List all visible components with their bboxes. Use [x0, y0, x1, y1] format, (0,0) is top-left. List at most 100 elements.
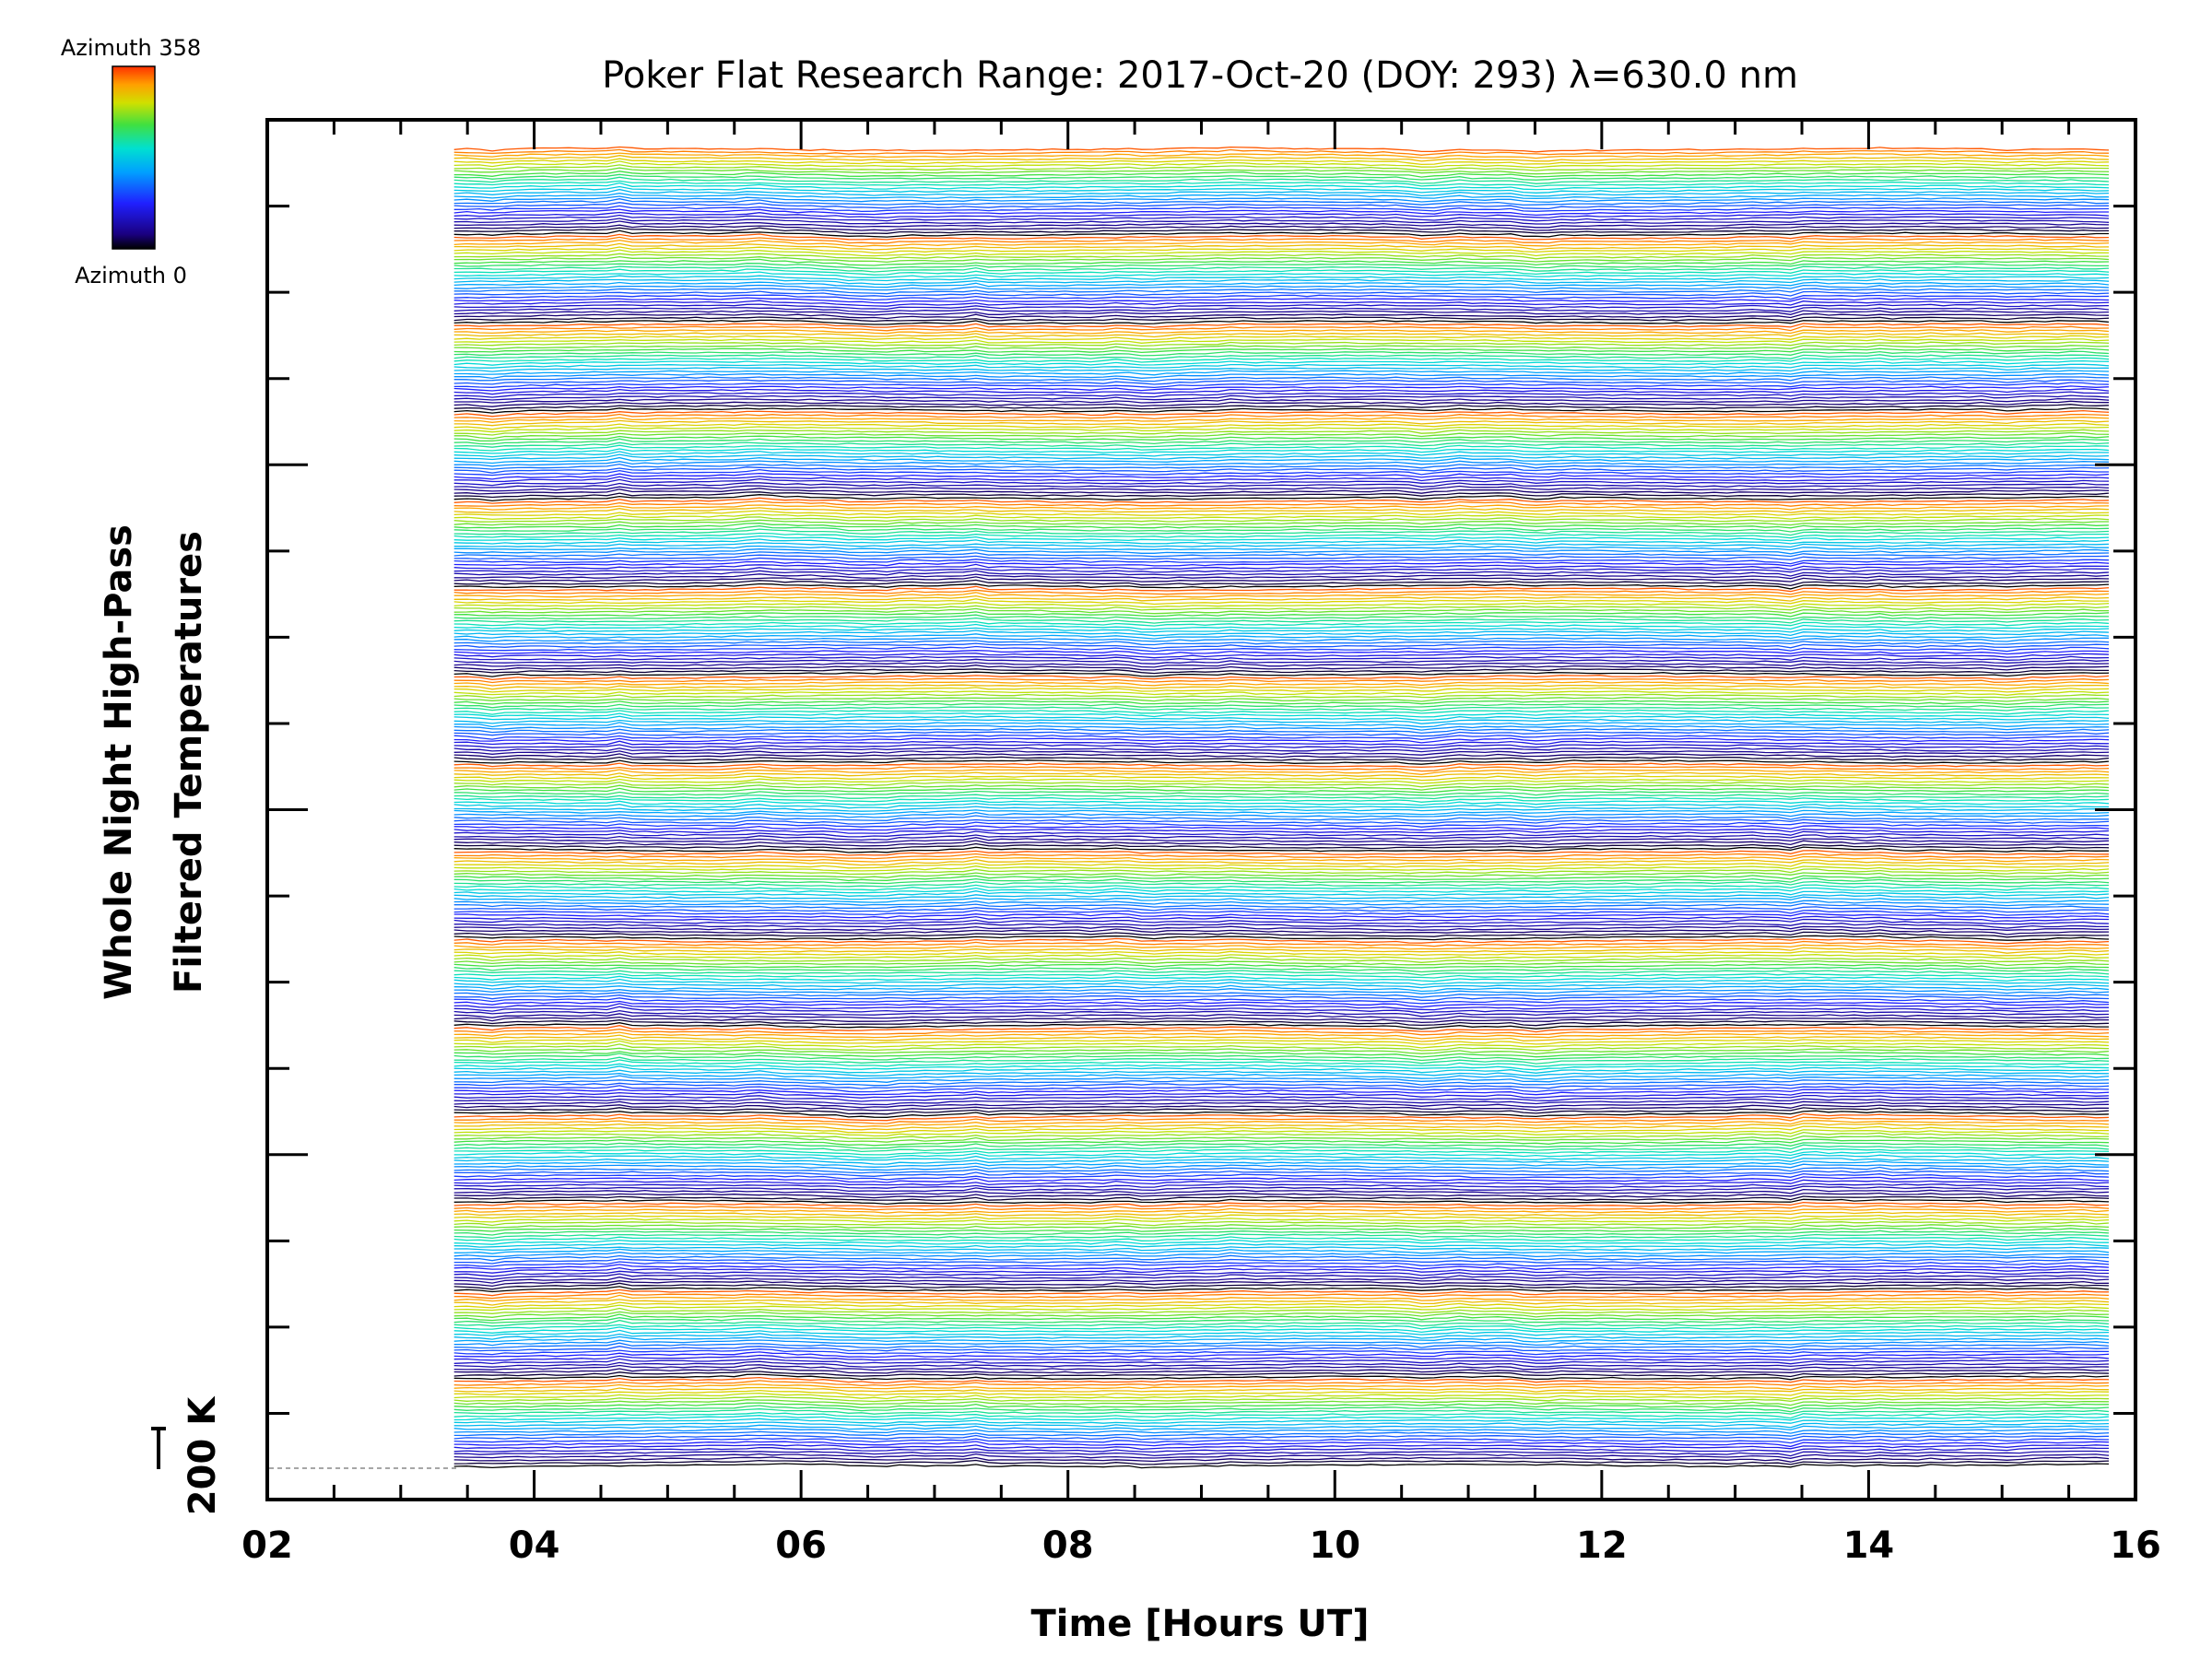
trace-line: [453, 551, 2110, 558]
trace-line: [453, 1358, 2110, 1365]
trace-line: [453, 1019, 2110, 1027]
trace-line: [453, 379, 2110, 385]
trace-line: [453, 513, 2110, 521]
trace-line: [453, 802, 2110, 809]
trace-line: [453, 997, 2110, 1005]
trace-line: [453, 972, 2110, 979]
trace-line: [453, 224, 2110, 231]
trace-line: [453, 570, 2110, 577]
trace-line: [453, 1342, 2110, 1349]
trace-line: [453, 1415, 2110, 1421]
trace-line: [453, 840, 2110, 847]
trace-line: [453, 171, 2110, 178]
trace-line: [453, 653, 2110, 659]
trace-line: [453, 242, 2110, 251]
trace-line: [453, 271, 2110, 278]
trace-line: [453, 915, 2110, 923]
trace-line: [453, 325, 2110, 332]
trace-line: [453, 463, 2110, 470]
trace-line: [453, 1158, 2110, 1165]
trace-line: [453, 239, 2110, 248]
trace-line: [453, 1088, 2110, 1096]
trace-line: [453, 1463, 2110, 1469]
trace-line: [453, 448, 2110, 454]
trace-line: [453, 828, 2110, 834]
trace-line: [453, 173, 2110, 181]
trace-line: [453, 185, 2110, 194]
x-tick-label: 10: [1309, 1524, 1360, 1567]
trace-line: [453, 453, 2110, 461]
trace-line: [453, 1218, 2110, 1223]
trace-line: [453, 1116, 2110, 1124]
trace-line: [453, 468, 2109, 477]
trace-line: [453, 488, 2110, 495]
trace-line: [453, 1098, 2110, 1106]
trace-line: [453, 906, 2110, 913]
trace-line: [453, 775, 2110, 782]
trace-line: [453, 422, 2110, 430]
x-tick-label: 08: [1042, 1524, 1094, 1567]
trace-line: [453, 1129, 2110, 1137]
trace-line: [453, 1311, 2110, 1318]
trace-line: [453, 1418, 2110, 1425]
trace-line: [453, 702, 2110, 709]
trace-line: [453, 815, 2109, 821]
colorbar-gradient: [112, 65, 156, 250]
trace-line: [453, 684, 2110, 690]
trace-line: [453, 507, 2110, 513]
chart-title: Poker Flat Research Range: 2017-Oct-20 (…: [602, 54, 1798, 97]
trace-line: [453, 794, 2110, 800]
trace-line: [453, 258, 2110, 266]
trace-line: [453, 944, 2110, 950]
temperature-traces: [453, 146, 2110, 1469]
trace-line: [453, 263, 2109, 269]
trace-line: [453, 406, 2110, 414]
trace-line: [453, 1366, 2110, 1374]
trace-line: [453, 1441, 2110, 1448]
trace-line: [453, 400, 2110, 407]
trace-line: [453, 160, 2110, 169]
trace-line: [453, 277, 2110, 286]
trace-line: [453, 1025, 2110, 1033]
trace-line: [453, 1242, 2110, 1248]
trace-line: [453, 970, 2110, 976]
trace-line: [453, 431, 2110, 440]
trace-line: [453, 385, 2110, 392]
trace-line: [453, 1313, 2110, 1322]
trace-line: [453, 1339, 2110, 1347]
axis-ticks: [265, 120, 2137, 1500]
trace-line: [453, 1326, 2110, 1334]
trace-line: [453, 1107, 2110, 1115]
trace-line: [453, 288, 2109, 295]
trace-line: [453, 208, 2109, 217]
trace-line: [453, 1091, 2110, 1099]
trace-line: [453, 1335, 2110, 1343]
trace-line: [453, 268, 2110, 276]
trace-line: [453, 715, 2110, 722]
trace-line: [453, 275, 2110, 282]
trace-line: [453, 1277, 2110, 1284]
trace-line: [453, 1248, 2110, 1254]
y-axis-label-line1: Whole Night High-Pass: [98, 524, 140, 1000]
trace-line: [453, 605, 2110, 611]
trace-line: [453, 1214, 2110, 1220]
trace-line: [453, 582, 2110, 590]
trace-line: [453, 1198, 2110, 1206]
trace-line: [453, 554, 2110, 561]
trace-line: [453, 959, 2110, 967]
trace-line: [453, 1207, 2110, 1214]
trace-line: [453, 1029, 2110, 1036]
trace-line: [453, 158, 2110, 166]
trace-line: [453, 148, 2110, 156]
trace-line: [453, 665, 2110, 671]
trace-line: [453, 316, 2110, 323]
trace-line: [453, 253, 2110, 260]
trace-line: [453, 1205, 2110, 1211]
trace-line: [453, 1319, 2110, 1327]
trace-line: [453, 611, 2110, 618]
trace-line: [453, 875, 2110, 882]
trace-line: [453, 363, 2110, 369]
trace-line: [453, 542, 2110, 548]
trace-line: [453, 859, 2110, 866]
